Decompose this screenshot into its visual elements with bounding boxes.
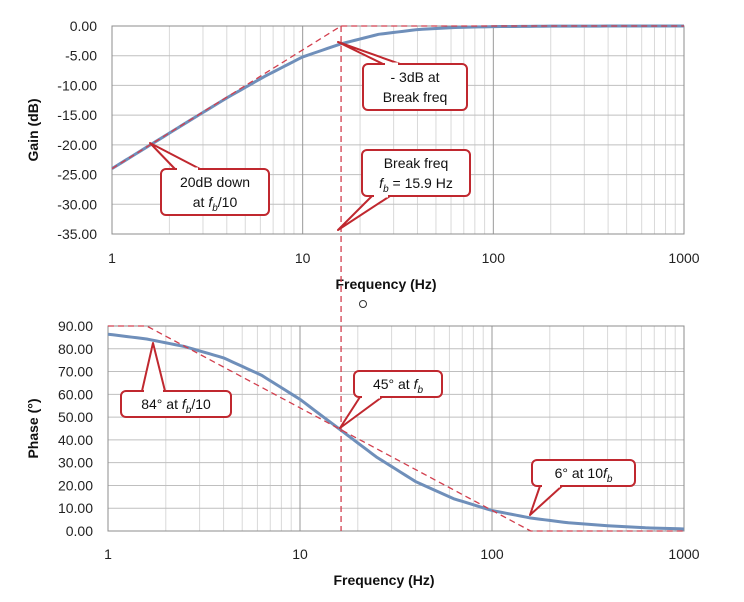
callout-text: 84° at fb​/10 xyxy=(141,396,211,416)
x-tick-label: 1 xyxy=(108,250,116,266)
callout-text: 20dB down xyxy=(180,174,250,190)
plot-frame xyxy=(107,325,685,532)
callout-text: at fb​/10 xyxy=(193,194,238,214)
callouts: - 3dB at Break freq 20dB down at fb​/10 Brea… xyxy=(120,41,636,516)
callout-text: 45° at fb​ xyxy=(373,376,424,396)
callout-text: - 3dB at xyxy=(390,69,439,85)
callout-1-1: 45° at fb​ xyxy=(339,370,443,429)
y-axis-title: Phase (°) xyxy=(25,398,41,458)
callout-box xyxy=(531,459,636,487)
callout-box xyxy=(120,390,232,418)
asymptote-line xyxy=(108,325,684,532)
response-curve xyxy=(111,24,684,170)
callout-text: fb​ = 15.9 Hz xyxy=(379,175,453,195)
y-tick-label: 40.00 xyxy=(58,432,93,448)
callout-box xyxy=(160,168,270,216)
y-tick-label: 20.00 xyxy=(58,477,93,493)
y-tick-label: 70.00 xyxy=(58,364,93,380)
callout-1-2: 6° at 10fb​ xyxy=(529,459,636,516)
x-tick-label: 100 xyxy=(480,546,504,562)
callout-box xyxy=(362,63,468,111)
y-tick-label: -25.00 xyxy=(57,167,97,183)
y-tick-label: -20.00 xyxy=(57,137,97,153)
callout-1-0: 84° at fb​/10 xyxy=(120,342,232,418)
x-axis-title: Frequency (Hz) xyxy=(333,572,434,588)
x-tick-label: 10 xyxy=(292,546,308,562)
callout-text: Break freq xyxy=(383,89,448,105)
y-axis-title: Gain (dB) xyxy=(25,99,41,162)
y-tick-label: 80.00 xyxy=(58,341,93,357)
x-tick-label: 10 xyxy=(295,250,311,266)
callout-0-1: 20dB down at fb​/10 xyxy=(149,142,270,216)
callout-box xyxy=(353,370,443,398)
callout-text: 6° at 10fb​ xyxy=(555,465,613,485)
y-tick-label: -35.00 xyxy=(57,226,97,242)
y-tick-label: -30.00 xyxy=(57,196,97,212)
y-tick-label: 0.00 xyxy=(66,523,93,539)
y-tick-label: 60.00 xyxy=(58,386,93,402)
plot-area xyxy=(108,326,684,531)
callout-0-0: - 3dB at Break freq xyxy=(337,41,468,111)
y-tick-label: 90.00 xyxy=(58,318,93,334)
x-tick-label: 1 xyxy=(104,546,112,562)
y-tick-label: -10.00 xyxy=(57,77,97,93)
y-tick-label: 0.00 xyxy=(70,18,97,34)
x-tick-label: 100 xyxy=(482,250,506,266)
y-tick-label: 50.00 xyxy=(58,409,93,425)
y-tick-label: -5.00 xyxy=(65,48,97,64)
callout-0-2: Break freq fb​ = 15.9 Hz xyxy=(337,149,471,231)
phase-chart: 90.00 80.00 70.00 60.00 50.00 40.00 30.00 20.00… xyxy=(25,318,700,588)
callout-box xyxy=(361,149,471,197)
response-curve xyxy=(107,332,685,531)
plot-frame xyxy=(111,25,685,235)
y-tick-label: 30.00 xyxy=(58,455,93,471)
x-axis-title: Frequency (Hz) xyxy=(335,276,436,292)
x-tick-label: 1000 xyxy=(668,250,699,266)
circle-cursor-icon xyxy=(359,300,367,308)
callout-text: Break freq xyxy=(384,155,449,171)
x-tick-label: 1000 xyxy=(668,546,699,562)
y-tick-label: 10.00 xyxy=(58,500,93,516)
y-tick-label: -15.00 xyxy=(57,107,97,123)
